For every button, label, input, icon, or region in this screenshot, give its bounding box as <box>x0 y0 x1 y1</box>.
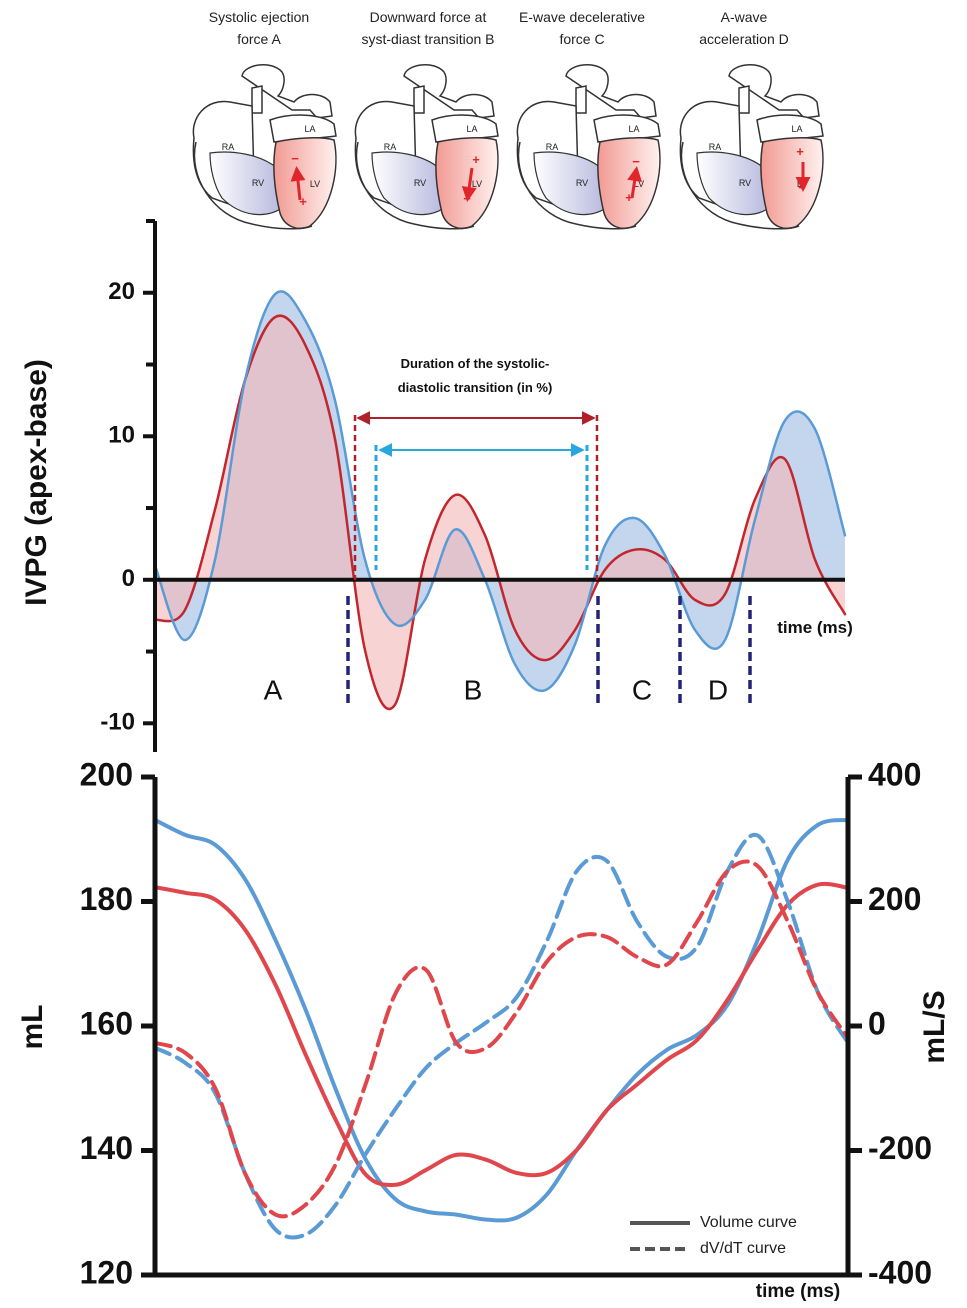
force-sign: + <box>472 152 480 167</box>
force-arrow <box>290 166 306 201</box>
force-arrow <box>461 167 477 202</box>
chamber-label: LA <box>791 124 802 134</box>
area <box>155 315 845 710</box>
heart-caption: Downward force at <box>370 9 487 25</box>
force-arrow <box>627 166 643 199</box>
y-tick-label: 140 <box>80 1130 133 1166</box>
force-sign: + <box>625 190 633 205</box>
chamber-label: RA <box>546 142 559 152</box>
heart-caption: force C <box>559 31 604 47</box>
chamber-label: RV <box>739 178 751 188</box>
series-line <box>153 817 850 1223</box>
annotation: Duration of the systolic- <box>401 356 550 371</box>
heart-diagrams: Systolic ejection force A RA RV LA LV − + Downwa… <box>192 9 824 230</box>
force-sign: − <box>291 151 299 166</box>
y-tick-label: 160 <box>80 1005 133 1041</box>
chamber-label: RA <box>384 142 397 152</box>
chamber-label: LV <box>310 179 320 189</box>
chamber-label: LA <box>628 124 639 134</box>
x-axis-label: time (ms) <box>756 1281 840 1302</box>
chamber-label: RA <box>222 142 235 152</box>
heart-caption: E-wave decelerative <box>519 9 645 25</box>
heart-caption: Systolic ejection <box>209 9 309 25</box>
chamber-label: LA <box>466 124 477 134</box>
phase-label: A <box>264 674 283 705</box>
chamber-label: LV <box>634 179 644 189</box>
chamber-label: RV <box>252 178 264 188</box>
phase-label: C <box>632 674 652 705</box>
y-tick-label: 20 <box>108 278 135 305</box>
y2-axis-label: mL/S <box>918 990 951 1063</box>
chamber-label: RV <box>576 178 588 188</box>
heart-image <box>354 64 499 230</box>
force-sign: + <box>796 144 804 159</box>
force-sign: + <box>299 194 307 209</box>
heart-caption: acceleration D <box>699 31 789 47</box>
y-tick-label: 0 <box>122 565 135 592</box>
heart-caption: syst-diast transition B <box>361 31 494 47</box>
heart-image <box>516 64 661 230</box>
chamber-label: RA <box>709 142 722 152</box>
y-axis-label: mL <box>16 1005 49 1050</box>
annotation: diastolic transition (in %) <box>398 380 553 395</box>
volume-chart: 120 140 160 180 200 mL -400 -200 0 200 400 mL/S time… <box>16 756 951 1302</box>
y-tick-label: 120 <box>80 1254 133 1290</box>
area <box>155 291 845 691</box>
series-line <box>153 859 850 1219</box>
chamber-label: LA <box>304 124 315 134</box>
y2-tick-label: 0 <box>868 1005 886 1041</box>
y2-tick-label: -200 <box>868 1130 932 1166</box>
series-line <box>153 832 850 1240</box>
heart-image <box>192 64 337 230</box>
legend-label: dV/dT curve <box>700 1240 786 1257</box>
series-line <box>153 881 850 1188</box>
force-sign: − <box>632 154 640 169</box>
chamber-label: LV <box>472 179 482 189</box>
y2-tick-label: -400 <box>868 1254 932 1290</box>
y-tick-label: -10 <box>100 709 135 736</box>
x-axis-label: time (ms) <box>777 618 853 637</box>
y-tick-label: 200 <box>80 756 133 792</box>
legend-label: Volume curve <box>700 1214 797 1231</box>
y2-tick-label: 200 <box>868 881 921 917</box>
y2-tick-label: 400 <box>868 756 921 792</box>
y-tick-label: 10 <box>108 422 135 449</box>
ivpg-chart: -10 0 10 20 IVPG (apex-base) time (ms) Duratio… <box>20 219 853 752</box>
series-line <box>153 314 847 711</box>
heart-caption: A-wave <box>721 9 768 25</box>
chamber-label: RV <box>414 178 426 188</box>
y-axis-label: IVPG (apex-base) <box>20 359 53 606</box>
heart-caption: force A <box>237 31 281 47</box>
phase-label: D <box>708 674 728 705</box>
series-line <box>153 290 847 693</box>
y-tick-label: 180 <box>80 881 133 917</box>
phase-label: B <box>464 674 483 705</box>
